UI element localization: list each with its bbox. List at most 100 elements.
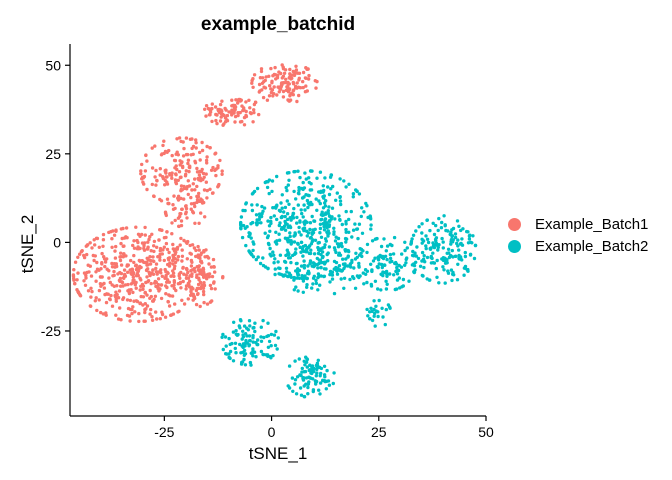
data-point	[322, 262, 327, 266]
data-point	[455, 278, 460, 282]
data-point	[176, 153, 180, 157]
data-point	[181, 279, 185, 284]
data-point	[319, 274, 323, 278]
data-point	[184, 152, 189, 157]
data-point	[73, 281, 77, 286]
data-point	[140, 282, 145, 287]
data-point	[431, 244, 436, 248]
data-point	[312, 274, 316, 278]
data-point	[211, 191, 215, 195]
data-point	[84, 244, 89, 248]
data-point	[239, 220, 243, 225]
data-point	[231, 359, 236, 363]
data-point	[315, 262, 320, 267]
data-point	[295, 99, 299, 104]
data-point	[194, 302, 199, 307]
data-point	[156, 286, 160, 291]
data-point	[364, 272, 368, 276]
data-point	[109, 230, 113, 234]
data-point	[117, 289, 122, 293]
data-point	[114, 290, 118, 294]
data-point	[298, 175, 302, 180]
data-point	[299, 240, 304, 244]
data-point	[250, 208, 255, 213]
data-point	[253, 321, 257, 325]
data-point	[219, 112, 223, 116]
data-point	[158, 173, 162, 177]
data-point	[439, 226, 444, 230]
x-tick-label: 50	[478, 424, 494, 440]
data-point	[278, 253, 283, 257]
data-point	[425, 255, 430, 260]
data-point	[437, 216, 441, 221]
data-point	[144, 153, 148, 158]
data-point	[280, 193, 284, 197]
data-point	[330, 215, 334, 219]
data-point	[252, 325, 256, 330]
data-point	[291, 69, 295, 74]
data-point	[388, 260, 392, 264]
data-point	[105, 257, 109, 261]
data-point	[234, 329, 238, 333]
data-point	[456, 262, 460, 266]
legend-swatch	[508, 239, 521, 253]
data-point	[85, 270, 89, 275]
data-point	[179, 219, 184, 223]
data-point	[182, 186, 187, 191]
data-point	[159, 199, 164, 203]
data-point	[306, 67, 310, 71]
data-point	[400, 285, 404, 289]
data-point	[148, 288, 152, 293]
data-point	[135, 238, 139, 243]
data-point	[308, 259, 313, 263]
data-point	[355, 189, 359, 193]
data-point	[165, 197, 170, 201]
data-point	[284, 77, 288, 82]
data-point	[365, 269, 370, 273]
data-point	[317, 388, 321, 392]
data-point	[171, 207, 176, 211]
data-point	[274, 329, 278, 334]
data-point	[379, 244, 384, 249]
data-point	[162, 139, 166, 143]
data-point	[187, 279, 192, 283]
data-point	[114, 244, 118, 249]
data-point	[333, 239, 338, 243]
y-axis-label: tSNE_2	[18, 214, 37, 274]
data-point	[344, 237, 349, 241]
data-point	[159, 268, 163, 272]
data-point	[310, 214, 314, 219]
data-point	[431, 251, 435, 255]
data-point	[145, 187, 149, 192]
data-point	[291, 89, 295, 93]
data-point	[172, 280, 177, 285]
data-point	[455, 219, 460, 223]
data-point	[425, 218, 429, 222]
data-point	[143, 233, 147, 237]
data-point	[267, 191, 271, 196]
data-point	[281, 89, 286, 94]
data-point	[287, 171, 291, 175]
data-point	[326, 232, 330, 236]
data-point	[423, 260, 427, 264]
data-point	[303, 274, 307, 278]
legend-label: Example_Batch1	[535, 215, 649, 233]
data-point	[145, 293, 149, 297]
data-point	[209, 265, 214, 269]
data-point	[318, 222, 323, 226]
data-point	[240, 337, 244, 341]
data-point	[225, 113, 230, 118]
data-point	[338, 217, 342, 222]
data-point	[233, 114, 238, 119]
data-point	[395, 265, 399, 270]
data-point	[230, 113, 234, 117]
data-point	[208, 113, 212, 117]
data-point	[254, 213, 259, 217]
data-point	[269, 90, 274, 95]
data-point	[265, 334, 269, 339]
data-point	[254, 355, 258, 359]
data-point	[130, 311, 134, 316]
data-point	[130, 268, 134, 272]
data-point	[288, 216, 292, 220]
data-point	[289, 242, 293, 246]
